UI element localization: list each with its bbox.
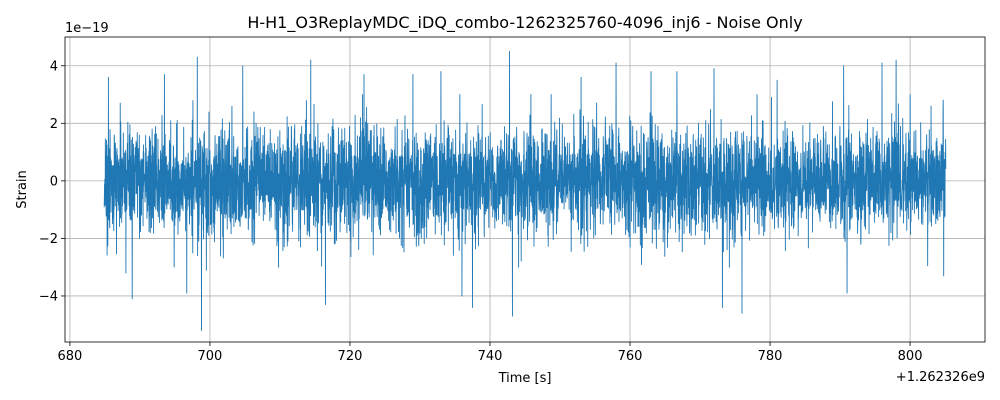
x-tick-label: 800 bbox=[898, 349, 923, 364]
strain-series-line bbox=[103, 50, 947, 331]
chart-title: H-H1_O3ReplayMDC_iDQ_combo-1262325760-40… bbox=[247, 13, 802, 33]
y-tick-label: 4 bbox=[50, 59, 58, 74]
plot-frame bbox=[64, 36, 986, 343]
y-tick-label: −2 bbox=[39, 232, 58, 247]
x-tick-label: 700 bbox=[198, 349, 223, 364]
plot-area bbox=[103, 50, 947, 331]
y-tick-label: 0 bbox=[50, 174, 58, 189]
x-tick-label: 780 bbox=[758, 349, 783, 364]
data-series bbox=[103, 50, 947, 331]
y-tick-label: −4 bbox=[39, 289, 58, 304]
x-offset-label: +1.262326e9 bbox=[896, 370, 985, 385]
x-tick-label: 760 bbox=[618, 349, 643, 364]
y-axis-ticks: −4 −2 0 2 4 bbox=[39, 59, 65, 304]
x-tick-label: 720 bbox=[338, 349, 363, 364]
y-axis-label: Strain bbox=[15, 170, 30, 209]
x-axis-label: Time [s] bbox=[498, 371, 552, 386]
x-tick-label: 740 bbox=[478, 349, 503, 364]
x-axis-ticks: 680 700 720 740 760 780 800 bbox=[57, 342, 922, 364]
y-scale-label: 1e−19 bbox=[65, 21, 109, 36]
x-tick-label: 680 bbox=[57, 349, 82, 364]
y-tick-label: 2 bbox=[50, 117, 58, 132]
